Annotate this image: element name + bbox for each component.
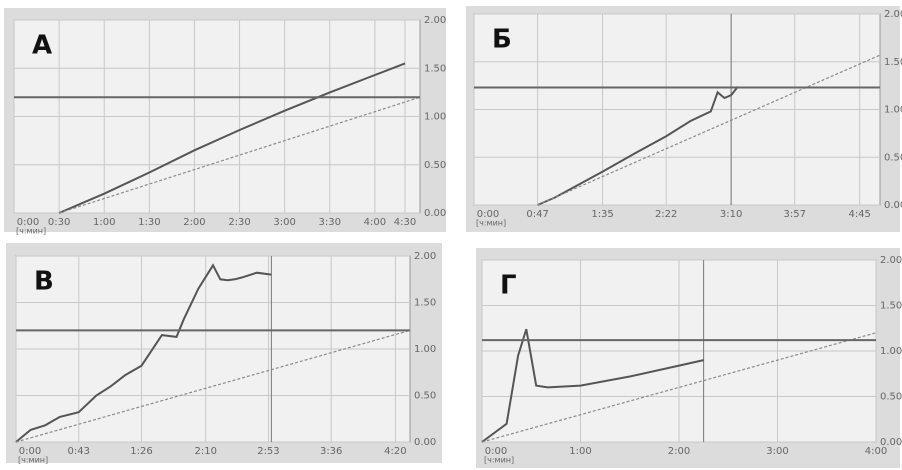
x-tick-label: 3:36 [320, 446, 342, 457]
x-tick-label: 2:22 [655, 209, 677, 220]
x-tick-label: 2:30 [228, 217, 250, 228]
y-tick-label: 1.00 [414, 344, 436, 355]
y-tick-label: 0.50 [424, 160, 446, 171]
x-tick-label: 1:00 [569, 446, 591, 457]
x-tick-label: 4:00 [865, 446, 887, 457]
panel-title: А [32, 31, 52, 61]
y-tick-label: 1.00 [424, 112, 446, 123]
x-tick-label: 2:00 [668, 446, 690, 457]
x-tick-label: 2:10 [194, 446, 216, 457]
x-tick-label: 1:30 [138, 217, 160, 228]
y-tick-label: 1.50 [424, 63, 446, 74]
y-tick-label: 2.00 [880, 255, 902, 266]
y-tick-label: 0.00 [414, 437, 436, 448]
x-tick-label: 4:45 [848, 209, 870, 220]
x-tick-label: 3:57 [784, 209, 806, 220]
x-tick-label: 2:00 [183, 217, 205, 228]
y-tick-label: 0.50 [414, 391, 436, 402]
y-tick-label: 1.50 [414, 298, 436, 309]
x-tick-label: 3:10 [720, 209, 742, 220]
x-tick-label: 1:35 [591, 209, 613, 220]
x-tick-label: 4:30 [394, 217, 416, 228]
y-tick-label: 0.50 [880, 392, 902, 403]
panel-title: Б [492, 25, 512, 55]
screenshot: 0.000.501.001.502.000:000:301:001:302:00… [0, 0, 902, 470]
y-tick-label: 2.00 [884, 9, 902, 20]
x-tick-label: 1:00 [93, 217, 115, 228]
y-tick-label: 2.00 [424, 15, 446, 26]
x-tick-label: 4:00 [364, 217, 386, 228]
y-tick-label: 1.50 [884, 57, 902, 68]
x-tick-label: 4:20 [384, 446, 406, 457]
y-tick-label: 0.50 [884, 152, 902, 163]
x-tick-label: 2:53 [257, 446, 279, 457]
x-axis-label: [ч:мин] [16, 227, 46, 236]
y-tick-label: 1.50 [880, 301, 902, 312]
y-tick-label: 0.00 [884, 200, 902, 211]
x-axis-label: [ч:мин] [484, 456, 514, 465]
x-tick-label: 3:00 [766, 446, 788, 457]
panel-title: Г [500, 271, 517, 301]
x-tick-label: 3:00 [273, 217, 295, 228]
panel-title: В [34, 267, 54, 297]
y-tick-label: 0.00 [424, 208, 446, 219]
x-axis-label: [ч:мин] [476, 219, 506, 228]
x-tick-label: 0:30 [48, 217, 70, 228]
y-tick-label: 2.00 [414, 251, 436, 262]
x-tick-label: 0:47 [526, 209, 548, 220]
y-tick-label: 1.00 [880, 346, 902, 357]
x-tick-label: 1:26 [130, 446, 152, 457]
x-tick-label: 0:43 [68, 446, 90, 457]
y-tick-label: 1.00 [884, 105, 902, 116]
x-tick-label: 3:30 [319, 217, 341, 228]
x-axis-label: [ч:мин] [18, 456, 48, 465]
